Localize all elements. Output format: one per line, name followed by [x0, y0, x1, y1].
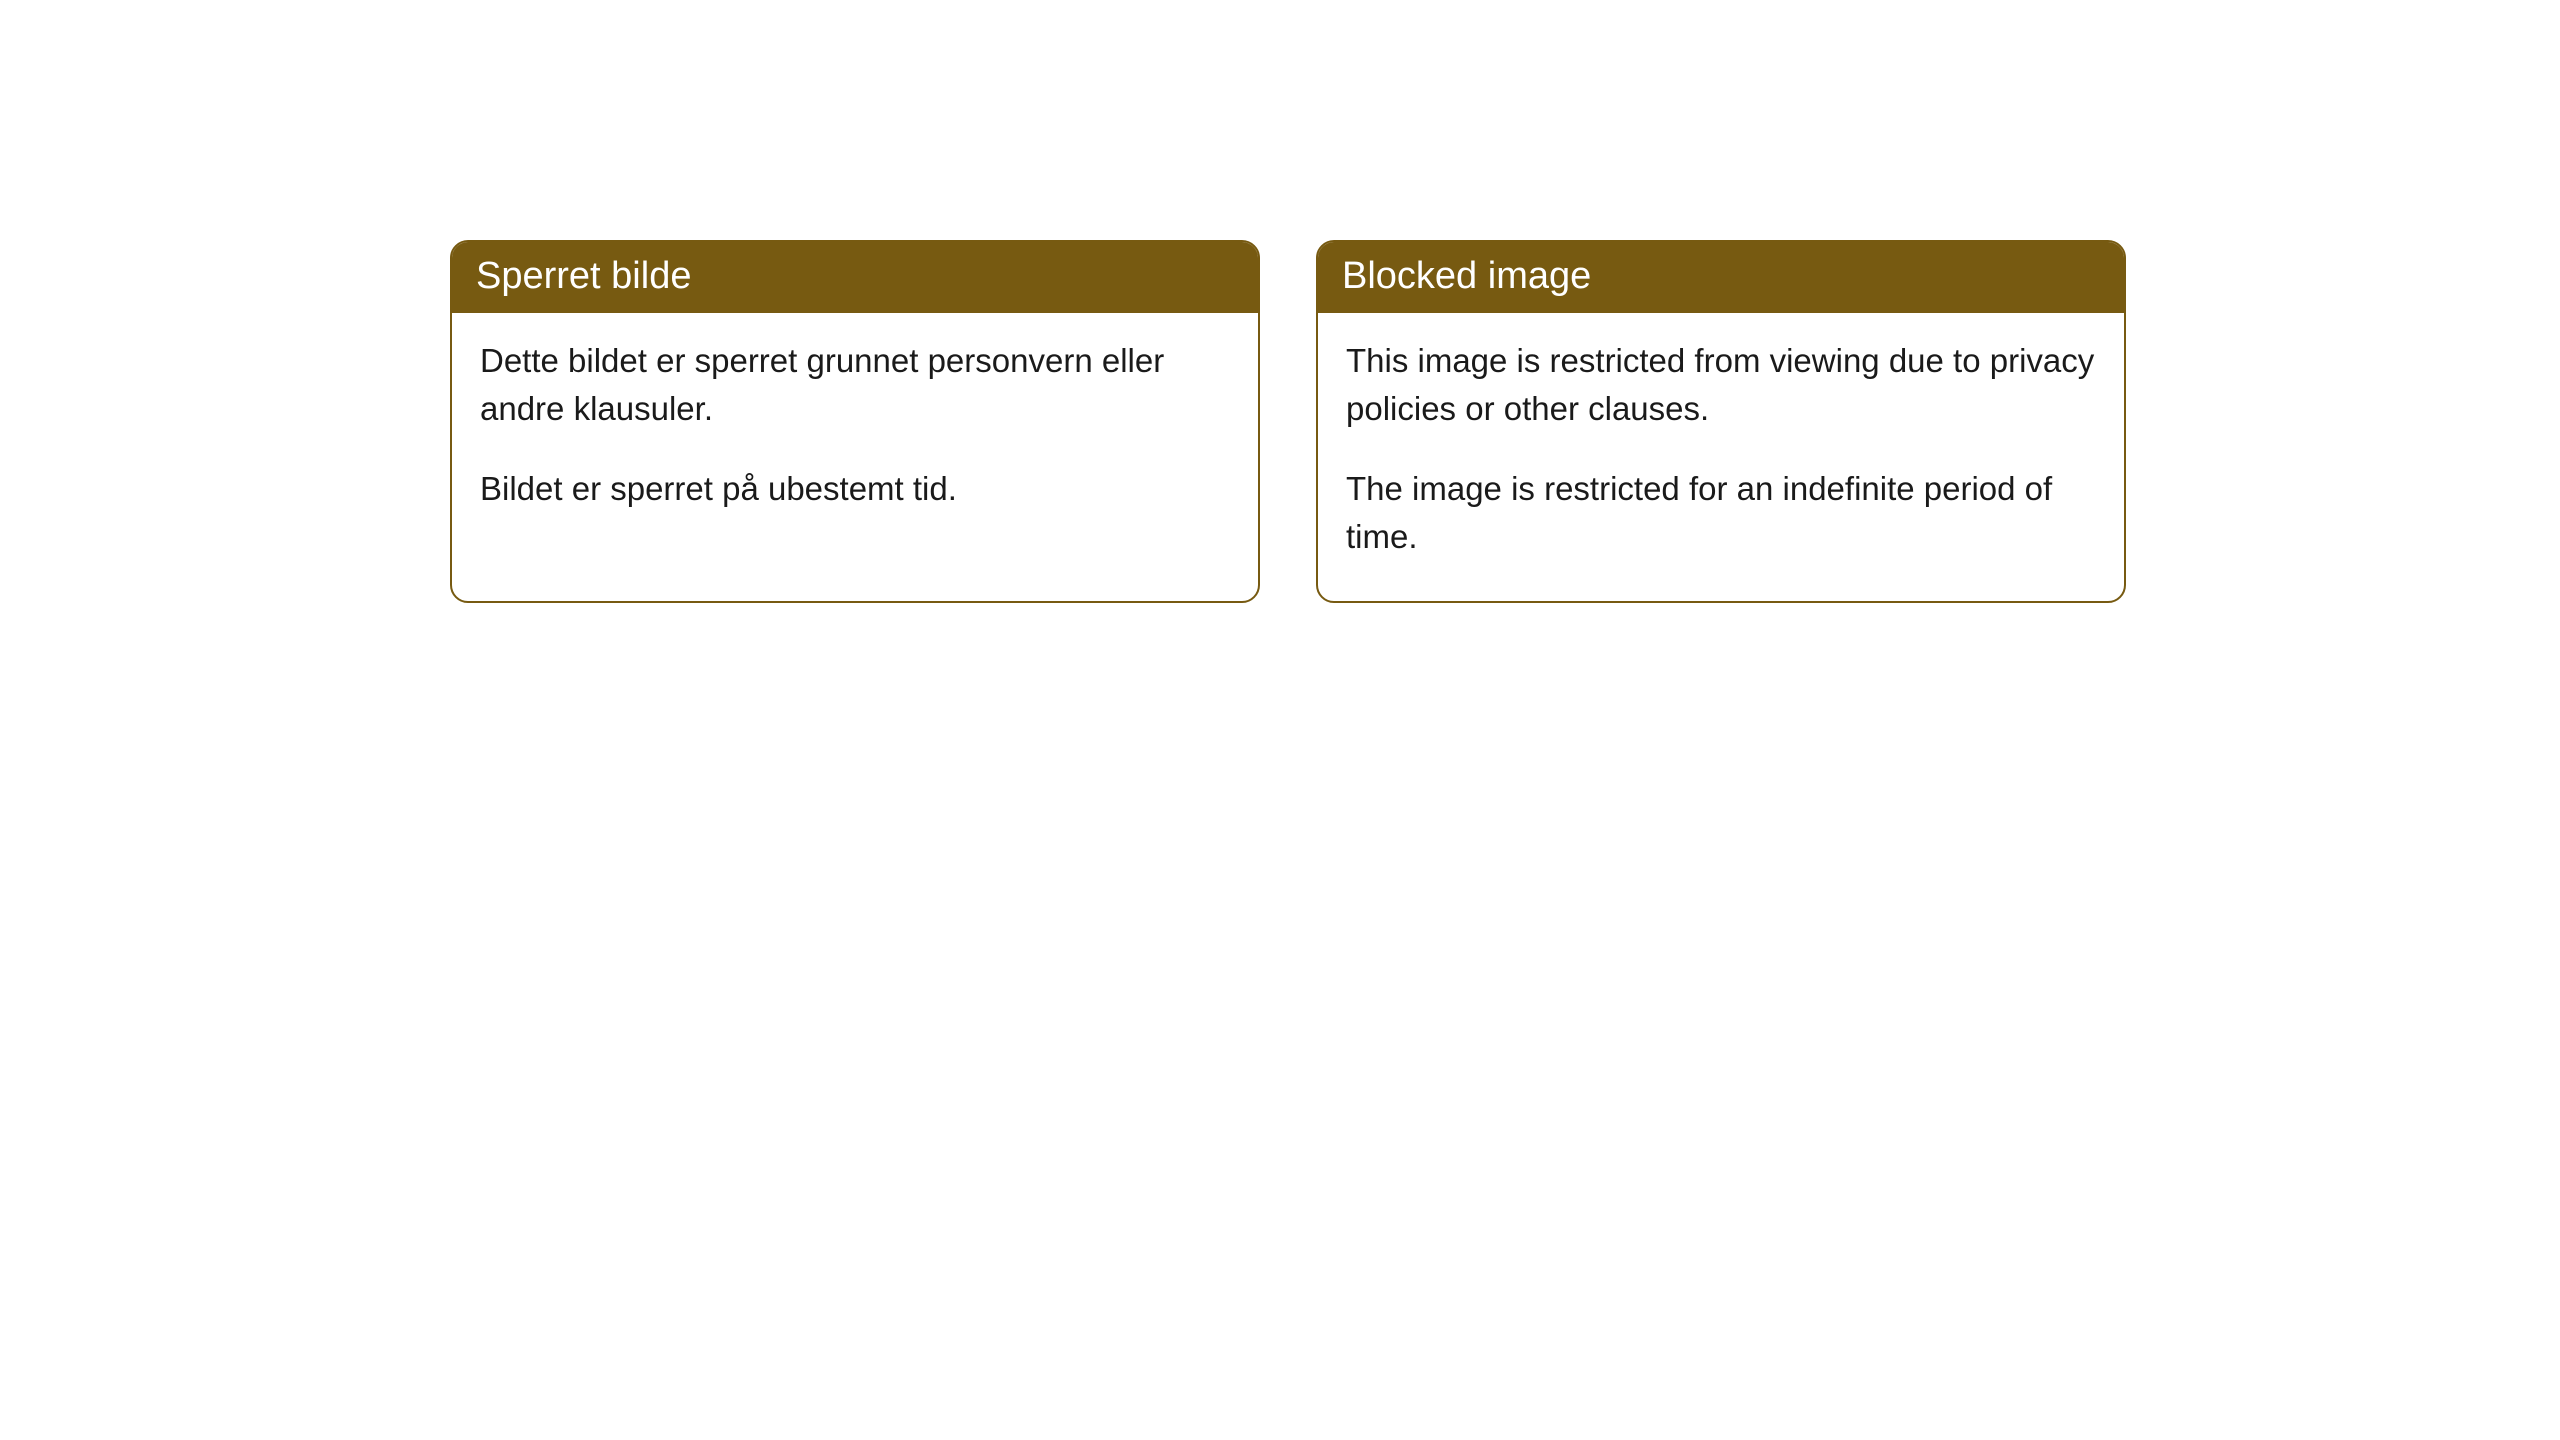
notice-card-english: Blocked image This image is restricted f…	[1316, 240, 2126, 603]
card-paragraph: Bildet er sperret på ubestemt tid.	[480, 465, 1230, 513]
card-header: Sperret bilde	[452, 242, 1258, 313]
card-body: Dette bildet er sperret grunnet personve…	[452, 313, 1258, 553]
card-paragraph: This image is restricted from viewing du…	[1346, 337, 2096, 433]
notice-card-norwegian: Sperret bilde Dette bildet er sperret gr…	[450, 240, 1260, 603]
card-paragraph: Dette bildet er sperret grunnet personve…	[480, 337, 1230, 433]
card-body: This image is restricted from viewing du…	[1318, 313, 2124, 600]
card-paragraph: The image is restricted for an indefinit…	[1346, 465, 2096, 561]
card-header: Blocked image	[1318, 242, 2124, 313]
notice-cards-container: Sperret bilde Dette bildet er sperret gr…	[450, 240, 2126, 603]
